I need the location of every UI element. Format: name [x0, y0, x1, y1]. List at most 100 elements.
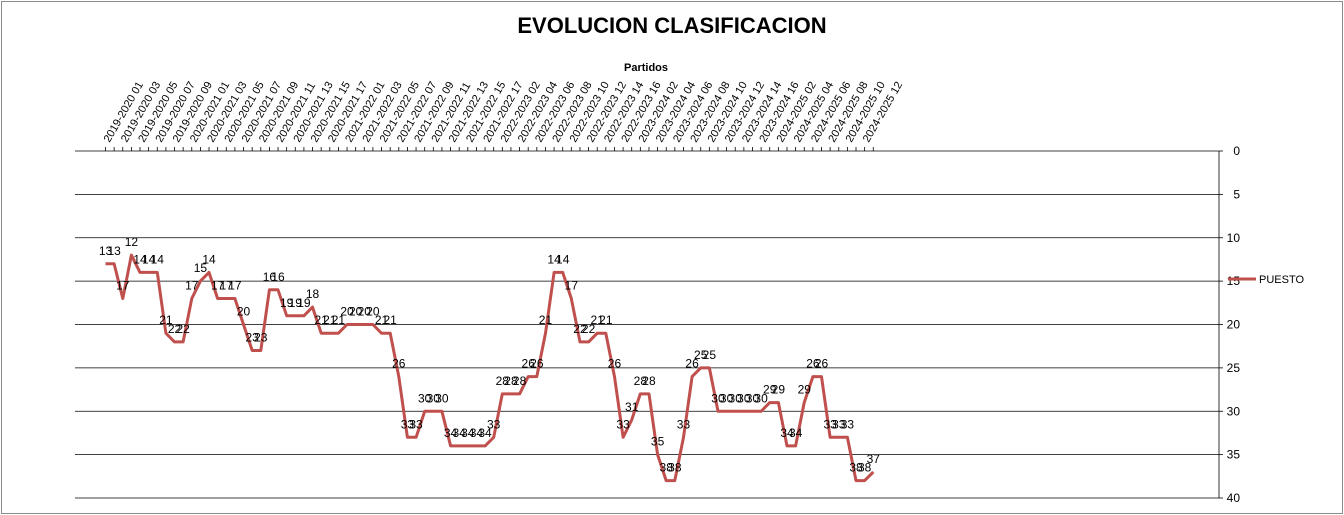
data-label: 13	[99, 244, 113, 258]
data-label: 38	[849, 461, 863, 475]
data-label: 21	[591, 313, 605, 327]
data-label: 34	[461, 426, 475, 440]
data-label: 33	[409, 417, 423, 431]
data-label: 28	[504, 374, 518, 388]
data-label: 30	[737, 391, 751, 405]
data-label: 20	[349, 305, 363, 319]
data-label: 29	[772, 383, 786, 397]
data-label: 14	[151, 252, 165, 266]
data-labels: 1313171214141421222217151417171720232316…	[99, 235, 880, 475]
x-axis-title: Partidos	[624, 62, 668, 74]
data-label: 30	[729, 391, 743, 405]
data-label: 30	[754, 391, 768, 405]
data-label: 13	[107, 244, 121, 258]
legend[interactable]: PUESTO	[1228, 274, 1304, 286]
series-group	[105, 253, 875, 483]
data-label: 33	[487, 417, 501, 431]
data-label: 34	[444, 426, 458, 440]
data-label: 18	[306, 287, 320, 301]
data-label: 20	[340, 305, 354, 319]
data-label: 25	[694, 348, 708, 362]
chart-title: EVOLUCION CLASIFICACION	[517, 13, 826, 38]
y-tick-label: 35	[1227, 448, 1241, 462]
legend-label-puesto: PUESTO	[1259, 274, 1304, 286]
y-tick-label: 40	[1227, 491, 1241, 505]
data-label: 38	[660, 461, 674, 475]
data-label: 30	[427, 391, 441, 405]
data-label: 22	[582, 322, 596, 336]
y-tick-label: 25	[1227, 361, 1241, 375]
data-label: 21	[332, 313, 346, 327]
data-label: 28	[634, 374, 648, 388]
data-label: 17	[228, 278, 242, 292]
data-label: 34	[789, 426, 803, 440]
data-label: 26	[806, 357, 820, 371]
data-label: 35	[651, 435, 665, 449]
data-label: 21	[375, 313, 389, 327]
data-label: 34	[453, 426, 467, 440]
data-label: 30	[711, 391, 725, 405]
data-label: 34	[780, 426, 794, 440]
data-label: 12	[125, 235, 139, 249]
data-label: 33	[401, 417, 415, 431]
data-label: 28	[513, 374, 527, 388]
data-label: 21	[599, 313, 613, 327]
data-label: 21	[323, 313, 337, 327]
data-label: 21	[383, 313, 397, 327]
y-tick-label: 30	[1227, 404, 1241, 418]
data-label: 33	[677, 417, 691, 431]
data-label: 14	[142, 252, 156, 266]
data-label: 16	[271, 270, 285, 284]
y-tick-label: 10	[1227, 231, 1241, 245]
data-label: 14	[556, 252, 570, 266]
data-label: 26	[608, 357, 622, 371]
y-tick-label: 15	[1227, 274, 1241, 288]
data-label: 34	[478, 426, 492, 440]
data-label: 19	[280, 296, 294, 310]
data-label: 30	[720, 391, 734, 405]
y-tick-label: 5	[1233, 187, 1240, 201]
data-label: 30	[435, 391, 449, 405]
data-label: 17	[211, 278, 225, 292]
data-label: 38	[858, 461, 872, 475]
data-label: 33	[823, 417, 837, 431]
data-label: 26	[685, 357, 699, 371]
data-label: 34	[470, 426, 484, 440]
data-label: 22	[176, 322, 190, 336]
y-tick-label: 0	[1233, 144, 1240, 158]
data-label: 30	[418, 391, 432, 405]
data-label: 38	[668, 461, 682, 475]
data-label: 14	[202, 252, 216, 266]
data-label: 23	[254, 331, 268, 345]
data-label: 17	[565, 278, 579, 292]
data-label: 20	[237, 305, 251, 319]
data-label: 26	[815, 357, 829, 371]
data-label: 17	[116, 278, 130, 292]
data-label: 26	[392, 357, 406, 371]
series-line-puesto	[105, 253, 875, 483]
data-label: 25	[703, 348, 717, 362]
data-label: 30	[746, 391, 760, 405]
data-label: 20	[358, 305, 372, 319]
data-label: 33	[841, 417, 855, 431]
data-label: 14	[133, 252, 147, 266]
data-label: 19	[289, 296, 303, 310]
data-label: 28	[496, 374, 510, 388]
data-label: 22	[573, 322, 587, 336]
data-label: 23	[245, 331, 259, 345]
data-label: 33	[616, 417, 630, 431]
data-label: 26	[530, 357, 544, 371]
gridlines	[75, 150, 1219, 499]
data-label: 21	[314, 313, 328, 327]
data-label: 22	[168, 322, 182, 336]
y-axis: 0 5 10 15 20 25 30 35 40	[1218, 144, 1241, 505]
data-label: 37	[867, 452, 881, 466]
data-label: 17	[185, 278, 199, 292]
data-label: 33	[832, 417, 846, 431]
data-label: 20	[366, 305, 380, 319]
data-label: 15	[194, 261, 208, 275]
data-label: 26	[522, 357, 536, 371]
